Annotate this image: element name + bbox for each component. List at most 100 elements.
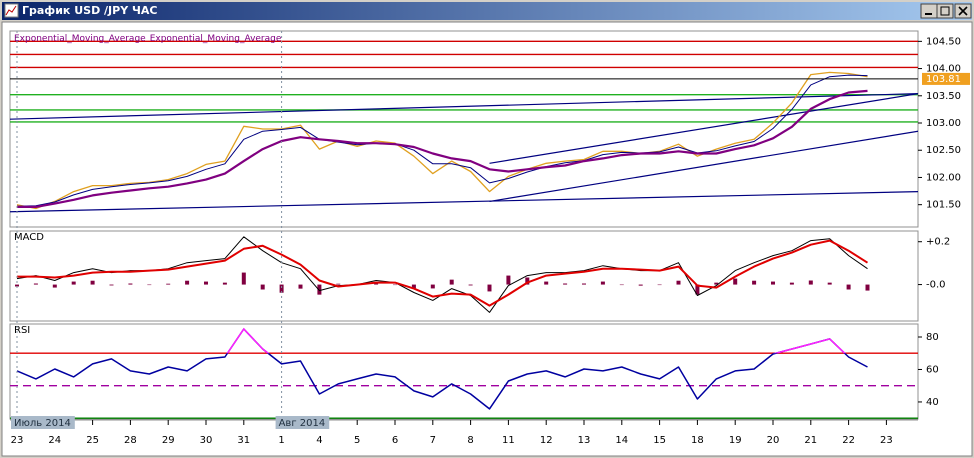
- y-tick-label: 103.50: [926, 91, 961, 102]
- x-tick-label: 13: [578, 435, 591, 446]
- x-tick-label: 11: [502, 435, 515, 446]
- x-tick-label: 12: [540, 435, 553, 446]
- x-tick-label: 24: [48, 435, 61, 446]
- histogram-bar: [865, 284, 870, 291]
- y-tick-label: 104.50: [926, 36, 961, 47]
- title-bar: [2, 2, 972, 20]
- panel-title: RSI: [14, 325, 30, 336]
- price-panel: [9, 30, 919, 228]
- period-label-box: [275, 416, 330, 429]
- histogram-bar: [808, 280, 813, 285]
- histogram-bar: [241, 272, 246, 285]
- histogram-bar: [525, 277, 530, 285]
- histogram-bar: [487, 284, 492, 292]
- histogram-bar: [393, 284, 397, 286]
- y-tick-label: 102.00: [926, 172, 961, 183]
- histogram-bar: [336, 283, 341, 285]
- x-tick-label: 31: [237, 435, 250, 446]
- histogram-bar: [128, 283, 133, 285]
- x-tick-label: 18: [691, 435, 704, 446]
- histogram-bar: [430, 284, 435, 289]
- x-tick-label: 22: [842, 435, 855, 446]
- legend-entry: Exponential_Moving_Average: [150, 34, 282, 44]
- histogram-bar: [846, 284, 851, 290]
- histogram-bar: [15, 284, 19, 287]
- y-tick-label: 103.00: [926, 118, 961, 129]
- x-tick-label: 4: [316, 435, 322, 446]
- last-price-label: 103.81: [926, 74, 961, 85]
- x-tick-label: 8: [467, 435, 473, 446]
- maximize-button[interactable]: [936, 3, 954, 19]
- window-buttons: [920, 3, 972, 19]
- histogram-bar: [279, 284, 284, 293]
- x-tick-label: 5: [354, 435, 360, 446]
- trend-line: [10, 191, 918, 213]
- y-tick-label: 102.50: [926, 145, 961, 156]
- close-glyph: [958, 6, 968, 16]
- window-icon: [4, 3, 19, 18]
- histogram-bar: [449, 279, 454, 285]
- rsi-panel: [9, 323, 919, 420]
- trend-line: [489, 130, 918, 203]
- histogram-bar: [147, 284, 152, 286]
- x-tick-label: 29: [162, 435, 175, 446]
- last-price-box: [922, 72, 970, 85]
- x-tick-label: 23: [11, 435, 24, 446]
- series-line: [17, 239, 869, 307]
- series-line: [16, 71, 868, 210]
- histogram-bar: [33, 283, 38, 285]
- y-tick-label: 101.50: [926, 200, 961, 211]
- x-tick-label: 15: [653, 435, 666, 446]
- x-tick-label: 6: [392, 435, 398, 446]
- histogram-bar: [676, 280, 681, 285]
- x-tick-label: 30: [200, 435, 213, 446]
- histogram-bar: [582, 283, 586, 285]
- x-tick-label: 1: [278, 435, 284, 446]
- legend-entry: Exponential_Moving_Average: [14, 34, 146, 44]
- x-tick-label: 20: [767, 435, 780, 446]
- histogram-bar: [695, 284, 700, 295]
- y-tick-label: 104.00: [926, 64, 961, 75]
- histogram-bar: [298, 284, 303, 289]
- histogram-bar: [563, 283, 568, 285]
- trend-line: [10, 93, 918, 120]
- y-tick-label: -0.0: [926, 280, 946, 291]
- histogram-bar: [204, 281, 208, 285]
- histogram-bar: [638, 284, 643, 286]
- minimize-button[interactable]: [920, 3, 938, 19]
- histogram-bar: [411, 284, 416, 289]
- histogram-bar: [52, 284, 57, 288]
- macd-panel: [9, 230, 919, 322]
- histogram-bar: [260, 284, 265, 290]
- x-tick-label: 19: [729, 435, 742, 446]
- y-tick-label: 40: [926, 397, 939, 408]
- histogram-bar: [222, 282, 227, 285]
- histogram-bar: [733, 278, 738, 285]
- y-tick-label: 60: [926, 364, 939, 375]
- period-label: Авг 2014: [279, 418, 326, 429]
- histogram-bar: [619, 284, 624, 286]
- series-line: [16, 74, 868, 207]
- histogram-bar: [468, 284, 473, 286]
- histogram-bar: [506, 275, 511, 285]
- x-tick-label: 21: [804, 435, 817, 446]
- histogram-bar: [317, 284, 322, 295]
- histogram-bar: [771, 281, 775, 285]
- panel-title: MACD: [14, 232, 44, 243]
- histogram-bar: [71, 281, 76, 285]
- x-tick-label: 14: [615, 435, 628, 446]
- period-label-box: [11, 416, 75, 429]
- histogram-bar: [752, 280, 757, 285]
- histogram-bar: [90, 280, 95, 285]
- x-tick-label: 28: [124, 435, 137, 446]
- histogram-bar: [185, 280, 190, 285]
- histogram-bar: [166, 283, 171, 285]
- maximize-glyph: [940, 6, 950, 16]
- y-tick-label: 80: [926, 332, 939, 343]
- histogram-bar: [657, 284, 662, 286]
- trend-line: [489, 93, 918, 164]
- histogram-bar: [109, 284, 114, 286]
- x-tick-label: 7: [430, 435, 436, 446]
- x-tick-label: 25: [86, 435, 99, 446]
